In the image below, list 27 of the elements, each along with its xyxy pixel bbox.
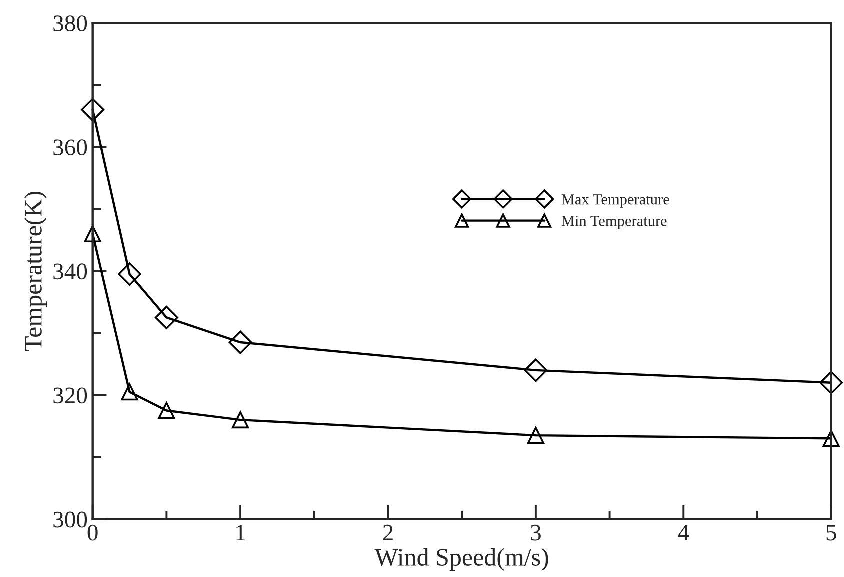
point (154, 306, 178, 330)
x-tick-label: 4 (678, 525, 690, 541)
y-axis-title: Temperature(K) (24, 192, 48, 352)
x-tick-label: 0 (88, 524, 98, 541)
legend-label: Min Temperature (562, 216, 667, 230)
legend-label: Max Temperature (562, 194, 670, 208)
y-tick-label: 340 (54, 264, 88, 280)
x-tick-label: 2 (383, 524, 393, 541)
y-tick-label: 320 (54, 388, 88, 404)
point (121, 384, 138, 401)
point (81, 98, 105, 122)
x-tick-label: 5 (826, 525, 836, 541)
y-tick-label: 300 (54, 512, 88, 528)
point (524, 358, 548, 382)
point (118, 262, 142, 286)
x-tick-label: 3 (531, 524, 541, 541)
y-tick-label: 360 (54, 140, 88, 156)
x-tick-label: 1 (236, 524, 246, 541)
y-tick-label: 380 (54, 16, 88, 32)
point (84, 225, 102, 243)
point (158, 402, 176, 420)
x-axis-title: Wind Speed(m/s) (374, 548, 548, 572)
point (822, 430, 840, 448)
point (228, 330, 252, 354)
point (527, 427, 544, 444)
point (820, 371, 844, 395)
point (232, 412, 250, 429)
